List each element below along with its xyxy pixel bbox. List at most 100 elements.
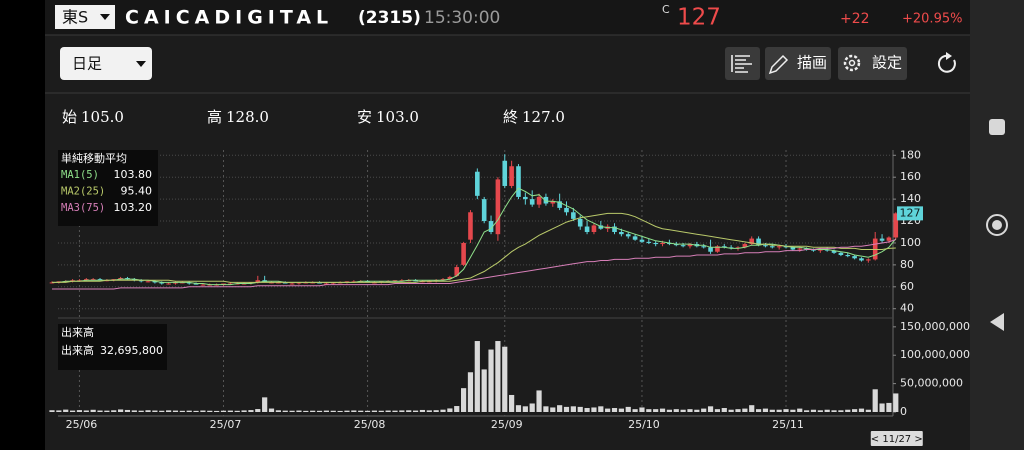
volume-bar xyxy=(275,410,281,412)
volume-bar xyxy=(488,349,494,412)
volume-bar xyxy=(152,410,158,412)
candle-body xyxy=(193,283,199,285)
volume-bar xyxy=(680,409,686,412)
candle-body xyxy=(502,160,508,186)
home-button[interactable] xyxy=(986,214,1008,236)
volume-bar xyxy=(454,406,460,412)
candle-body xyxy=(255,280,261,283)
candle-body xyxy=(673,244,679,246)
candle-body xyxy=(454,267,460,276)
volume-bar xyxy=(111,410,117,412)
volume-bar xyxy=(234,410,240,412)
candle-body xyxy=(660,242,665,245)
volume-bar xyxy=(440,409,446,412)
volume-bar xyxy=(337,410,343,412)
y-tick-label: 100 xyxy=(900,236,921,249)
volume-bar xyxy=(625,406,631,412)
candle-body xyxy=(145,281,151,283)
volume-bar xyxy=(200,410,206,412)
x-tick-label: 25/10 xyxy=(628,418,660,431)
volume-bar xyxy=(591,407,597,412)
volume-bar xyxy=(316,410,323,412)
candle-body xyxy=(632,236,638,240)
dropdown-box xyxy=(60,47,152,80)
candle-body xyxy=(852,256,857,259)
candle-body xyxy=(728,247,734,249)
candle-body xyxy=(406,280,412,282)
volume-bar xyxy=(550,407,556,412)
open-label: 始 xyxy=(62,108,77,126)
candle-body xyxy=(468,212,473,240)
period-dropdown[interactable]: 日足 xyxy=(60,47,152,80)
candle-body xyxy=(461,242,466,265)
draw-label: 描画 xyxy=(797,54,827,72)
candle-body xyxy=(433,280,439,282)
ma-legend: MA1(5) 103.80 MA2(25) 95.40 MA3(75) 103.20 xyxy=(61,168,152,214)
legend-value: 103.20 xyxy=(114,201,153,214)
volume-bar xyxy=(358,410,364,412)
volume-bar xyxy=(858,408,865,412)
high-value: 128.0 xyxy=(226,108,269,126)
candle-body xyxy=(577,218,583,227)
candle-body xyxy=(447,276,453,280)
volume-bar xyxy=(323,410,329,412)
volume-bar xyxy=(255,409,261,412)
volume-bar xyxy=(49,410,55,412)
ma-line xyxy=(52,187,897,286)
candle-body xyxy=(330,282,336,284)
candle-body xyxy=(625,234,631,237)
candle-body xyxy=(344,281,350,283)
period-label: 日足 xyxy=(72,55,102,73)
candle-body xyxy=(845,255,851,257)
candle-body xyxy=(742,244,748,248)
candle-body xyxy=(228,283,233,285)
settings-label: 設定 xyxy=(872,54,902,72)
volume-bar xyxy=(385,410,391,412)
volume-bar xyxy=(742,408,748,412)
candle-body xyxy=(248,282,254,284)
candle-body xyxy=(866,259,871,261)
overlay-layer: 127 < 11/27 > xyxy=(870,206,923,446)
candle-body xyxy=(296,282,302,284)
volume-bar xyxy=(351,410,357,412)
volume-bar xyxy=(728,409,734,412)
market-dropdown[interactable]: 東S xyxy=(55,5,115,29)
candle-body xyxy=(646,241,652,243)
home-button-dot xyxy=(992,220,1002,230)
candle-body xyxy=(763,245,768,247)
candle-body xyxy=(63,281,69,283)
candle-body xyxy=(214,284,219,286)
volume-bar xyxy=(769,409,775,412)
cursor-tag: < 11/27 > xyxy=(871,434,923,445)
ma-legend-box xyxy=(58,150,158,226)
y-tick-label: 60 xyxy=(900,280,914,293)
refresh-button[interactable] xyxy=(937,52,956,73)
back-button[interactable] xyxy=(990,313,1004,331)
candle-body xyxy=(70,280,75,282)
volume-bar xyxy=(467,372,474,412)
volume-bar xyxy=(605,408,611,412)
y-tick-label: 140 xyxy=(900,192,921,205)
candle-body xyxy=(824,249,830,251)
candle-body xyxy=(365,281,370,283)
candle-body xyxy=(619,232,624,235)
volume-bar xyxy=(886,402,892,412)
y-tick-label: 100,000,000 xyxy=(900,348,970,361)
volume-bar xyxy=(783,409,789,412)
indicator-button[interactable] xyxy=(725,47,760,80)
candle-body xyxy=(529,199,535,205)
candle-body xyxy=(324,283,329,285)
settings-button[interactable]: 設定 xyxy=(838,47,907,80)
volume-bar xyxy=(330,410,336,412)
recent-apps-button[interactable] xyxy=(989,119,1005,135)
volume-bar xyxy=(852,409,858,412)
draw-button[interactable]: 描画 xyxy=(765,47,831,80)
volume-bar xyxy=(694,409,700,412)
candle-body xyxy=(289,283,295,285)
volume-bar xyxy=(797,408,803,412)
candle-body xyxy=(132,279,137,281)
candle-body xyxy=(749,238,755,245)
volume-legend-name: 出来高 xyxy=(61,343,94,357)
volume-bar xyxy=(509,394,515,412)
candle-body xyxy=(591,225,597,232)
